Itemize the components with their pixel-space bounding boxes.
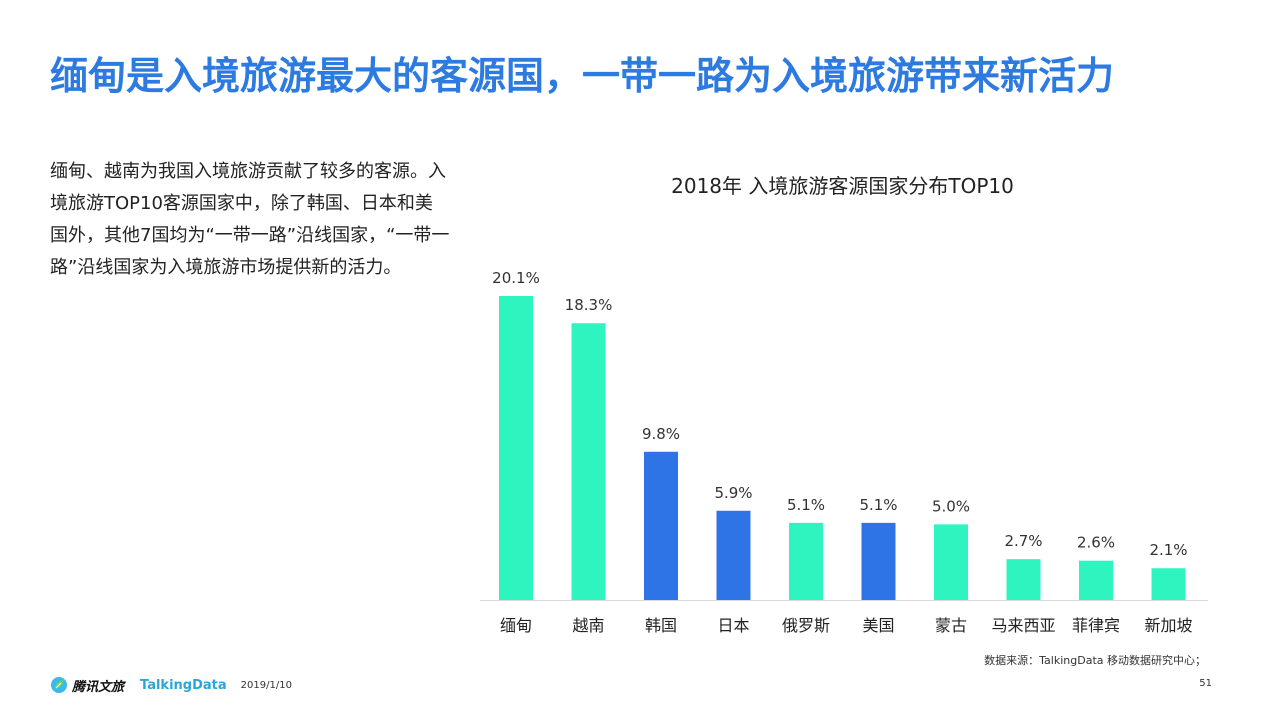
data-label-5: 5.1%	[859, 496, 897, 514]
data-label-9: 2.1%	[1149, 541, 1187, 559]
bar-3	[716, 510, 751, 600]
leaf-logo-icon	[51, 677, 67, 693]
footer: 腾讯文旅 TalkingData 2019/1/10	[50, 673, 292, 697]
bar-chart: 20.1% 缅甸 18.3% 越南 9.8% 韩国 5.9% 日本 5.1% 俄罗斯 5.1% 美国 5…	[480, 269, 1208, 635]
category-label-8: 菲律宾	[1072, 616, 1120, 635]
page-number: 51	[1199, 678, 1212, 689]
slide-title: 缅甸是入境旅游最大的客源国，一带一路为入境旅游带来新活力	[50, 54, 1115, 98]
bar-0	[499, 296, 533, 600]
bar-8	[1079, 560, 1113, 600]
bar-1	[571, 323, 606, 600]
bar-6	[934, 524, 968, 600]
bar-2	[644, 451, 678, 600]
category-label-5: 美国	[862, 616, 894, 635]
data-label-2: 9.8%	[642, 425, 680, 443]
tencent-travel-logo: 腾讯文旅	[50, 676, 124, 695]
category-label-3: 日本	[717, 616, 749, 635]
footer-date: 2019/1/10	[240, 679, 292, 691]
bar-4	[789, 522, 823, 600]
logo1-text: 腾讯文旅	[72, 679, 125, 695]
bar-9	[1151, 568, 1186, 600]
data-label-8: 2.6%	[1077, 534, 1115, 552]
data-label-7: 2.7%	[1004, 532, 1042, 550]
data-label-0: 20.1%	[492, 269, 540, 287]
talkingdata-logo: TalkingData	[140, 677, 227, 693]
category-label-9: 新加坡	[1144, 616, 1192, 635]
data-source: 数据来源：TalkingData 移动数据研究中心；	[984, 654, 1206, 667]
data-label-3: 5.9%	[714, 484, 752, 502]
category-label-7: 马来西亚	[991, 616, 1055, 635]
category-label-1: 越南	[572, 616, 604, 635]
category-label-2: 韩国	[645, 616, 677, 635]
bar-5	[861, 522, 896, 600]
category-label-6: 蒙古	[935, 616, 967, 635]
data-label-6: 5.0%	[932, 497, 970, 515]
chart-title: 2018年 入境旅游客源国家分布TOP10	[671, 174, 1014, 198]
category-label-0: 缅甸	[500, 616, 532, 635]
body-text: 缅甸、越南为我国入境旅游贡献了较多的客源。入境旅游TOP10客源国家中，除了韩国…	[50, 161, 450, 278]
category-label-4: 俄罗斯	[782, 616, 830, 635]
data-label-1: 18.3%	[565, 296, 613, 314]
data-label-4: 5.1%	[787, 496, 825, 514]
bar-7	[1006, 559, 1041, 600]
